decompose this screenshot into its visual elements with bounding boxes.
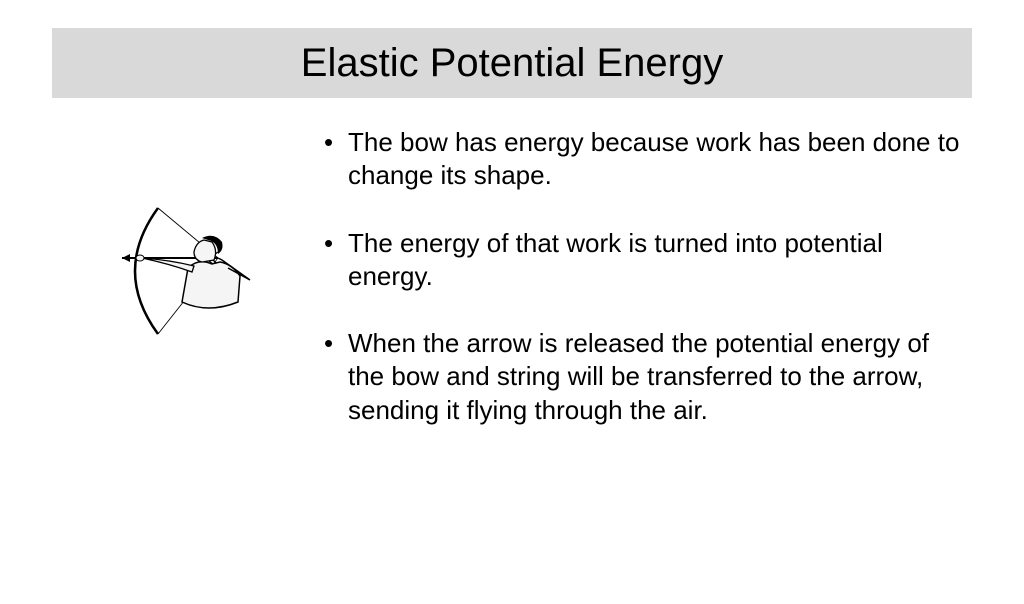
bullet-item: When the arrow is released the potential… [320,327,964,427]
bullet-item: The bow has energy because work has been… [320,126,964,193]
page-title: Elastic Potential Energy [301,41,723,86]
bullet-item: The energy of that work is turned into p… [320,227,964,294]
content-area: The bow has energy because work has been… [0,116,1024,461]
title-bar: Elastic Potential Energy [52,28,972,98]
illustration-panel [0,116,320,461]
archer-bow-icon [110,206,285,336]
bullet-list: The bow has energy because work has been… [320,116,1024,461]
